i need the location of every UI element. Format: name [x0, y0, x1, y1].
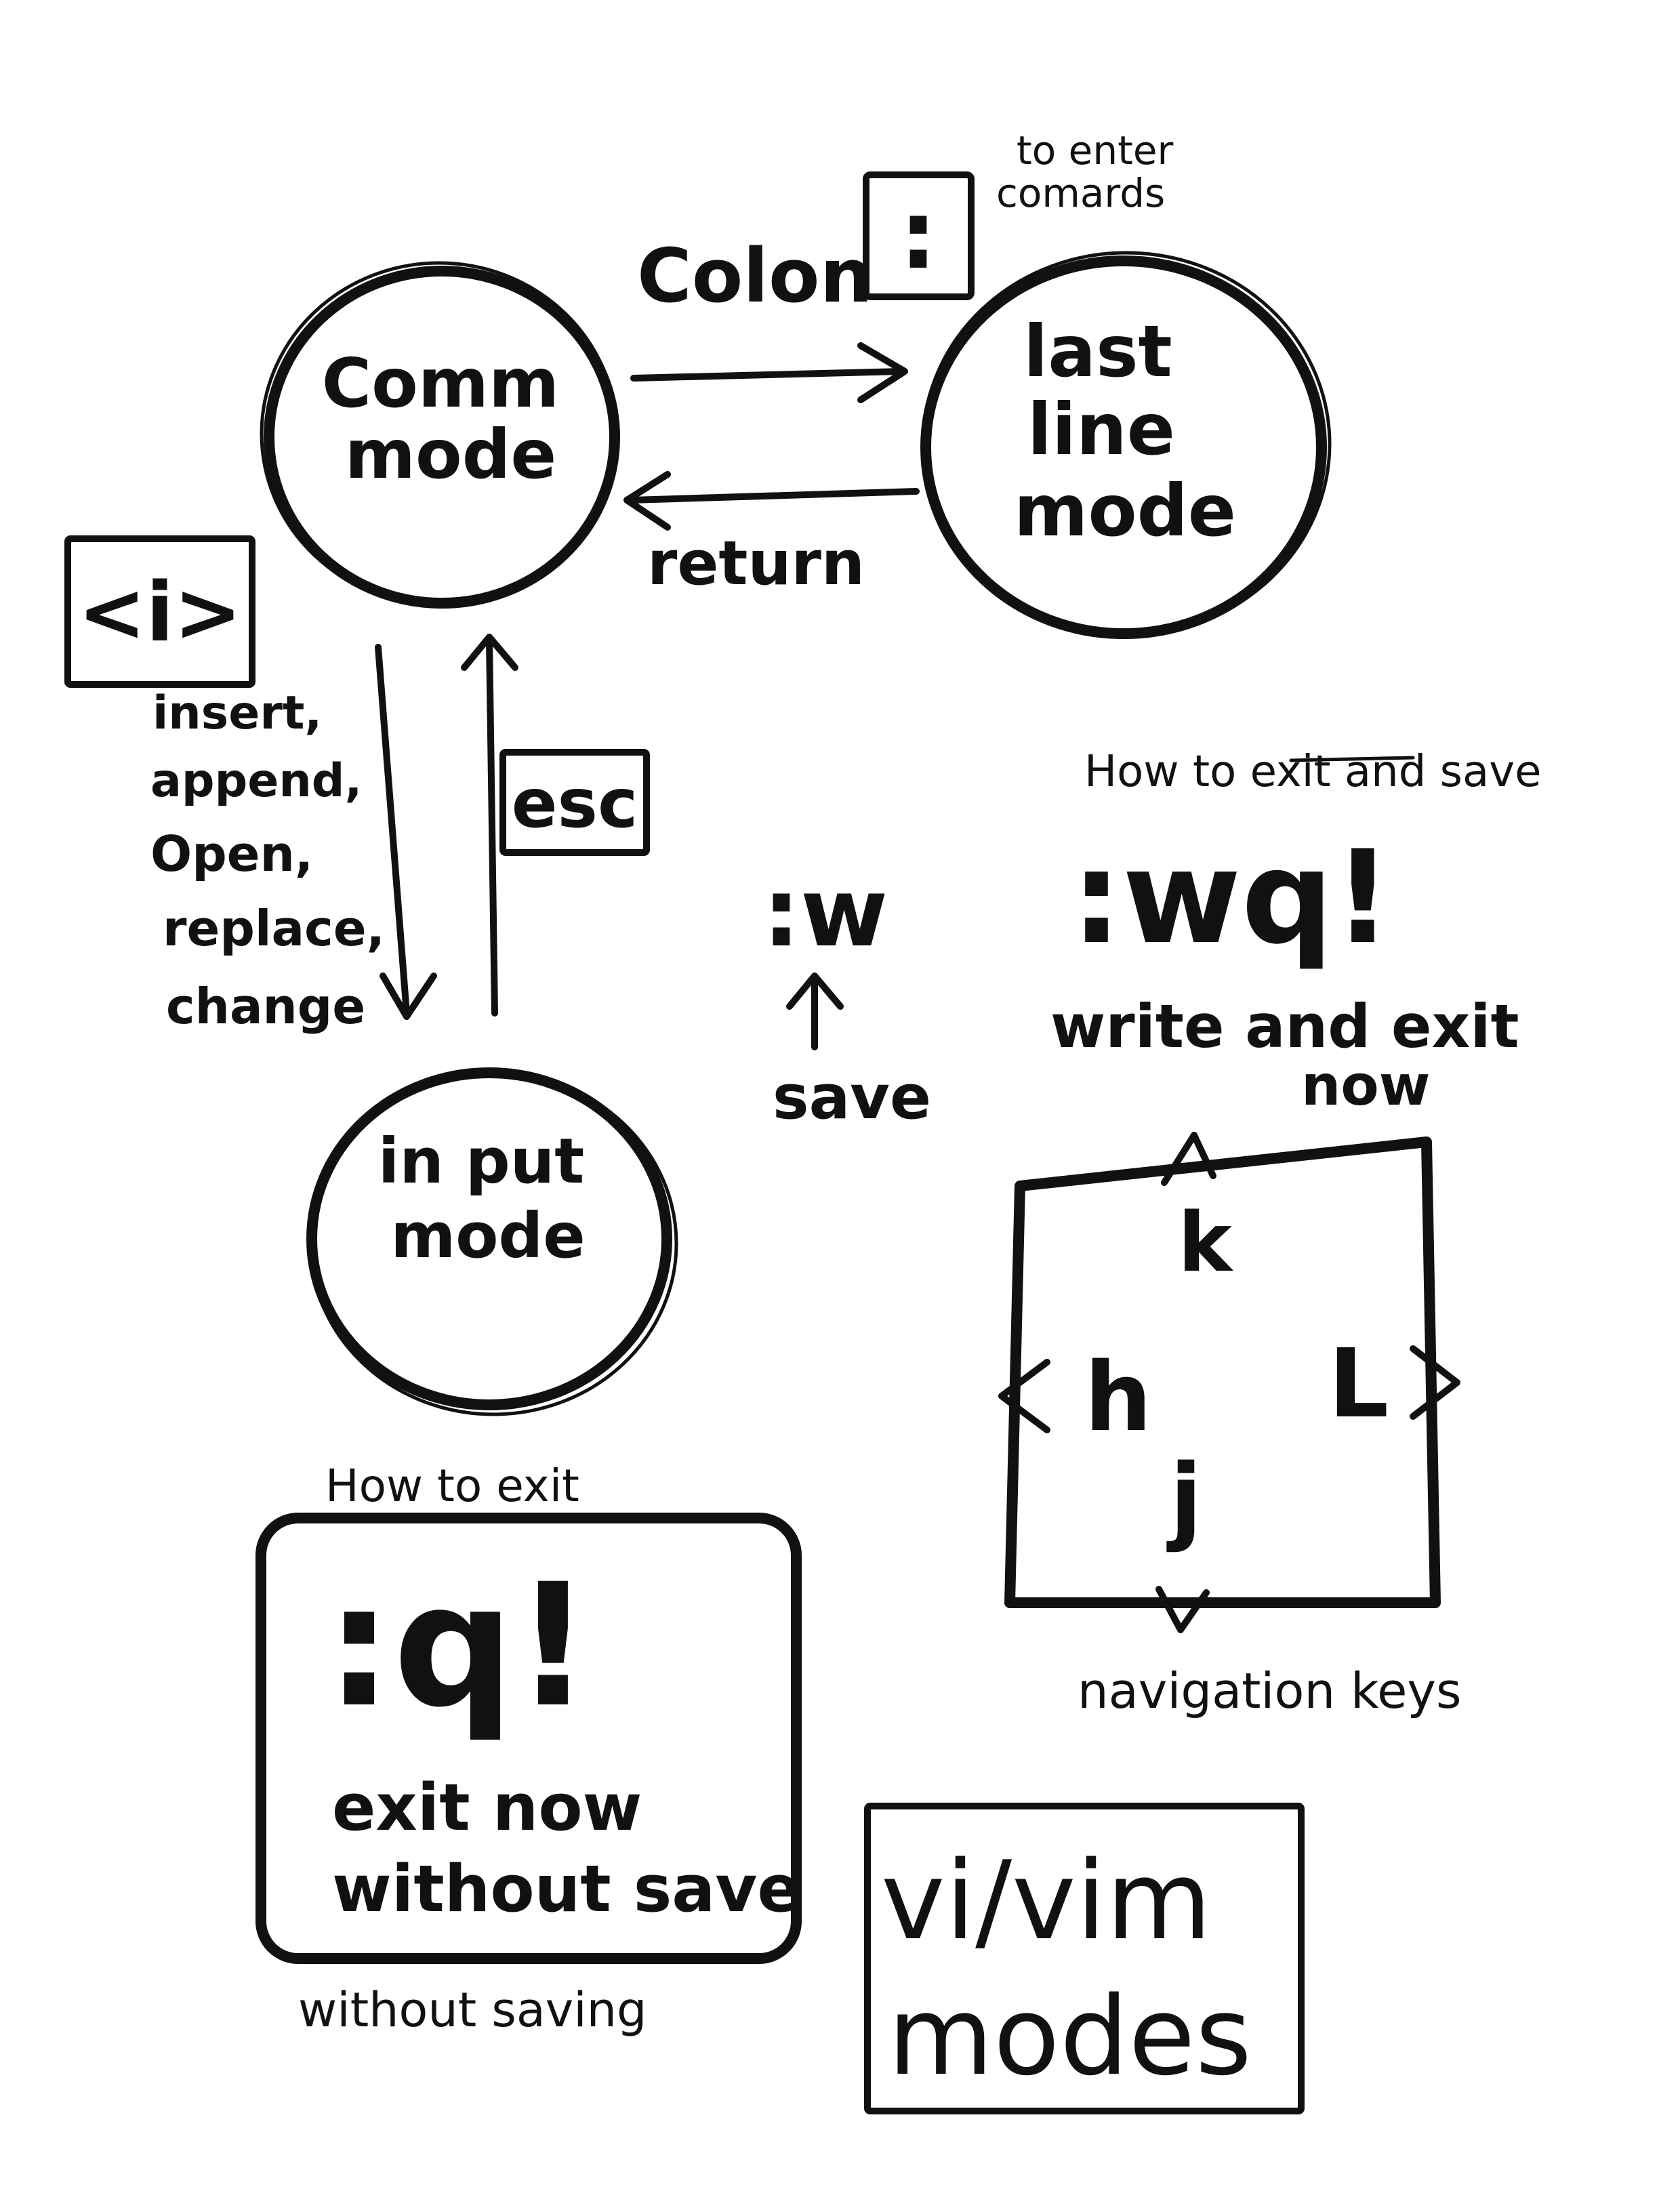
last-line-mode-label-line3: mode: [1014, 470, 1236, 552]
quit-nosave-desc-line1: exit now: [332, 1771, 642, 1845]
colon-arrow-head: [857, 342, 908, 403]
command-mode-label-line1: Comm: [322, 344, 560, 423]
title-box: [864, 1803, 1305, 2114]
esc-label: esc: [512, 764, 638, 843]
save-label: save: [773, 1062, 931, 1133]
save-command-text: :w: [762, 858, 888, 968]
nav-key-up: k: [1178, 1196, 1234, 1290]
insert-key-box: [64, 535, 255, 688]
nav-key-left: h: [1084, 1343, 1152, 1453]
last-line-mode-label-line2: line: [1027, 388, 1175, 471]
write-quit-desc-line2: now: [1301, 1054, 1430, 1118]
colon-arrow-line: [630, 368, 905, 382]
insert-action-2: append,: [150, 754, 362, 808]
title-block: vi/vim modes: [864, 1803, 1305, 2114]
insert-action-1: insert,: [152, 687, 322, 740]
nav-key-down: j: [1166, 1444, 1202, 1555]
return-arrow-head: [623, 471, 671, 531]
input-mode-node: in put mode: [306, 1067, 678, 1416]
esc-arrow-line: [486, 637, 498, 1017]
input-mode-label-line2: mode: [390, 1200, 585, 1272]
esc-edge: esc: [461, 634, 650, 1017]
insert-arrow-line: [375, 644, 410, 1017]
save-command: :w save: [762, 858, 931, 1133]
return-label: return: [647, 528, 865, 599]
colon-key: :: [899, 180, 937, 291]
last-line-mode-label-line1: last: [1023, 310, 1172, 393]
quit-nosave-box: [255, 1513, 802, 1964]
insert-action-3: Open,: [150, 825, 313, 882]
write-quit-heading: How to exit and save: [1084, 747, 1541, 797]
colon-note-line1: to enter: [1017, 127, 1174, 173]
write-quit-desc-line1: write and exit: [1050, 991, 1519, 1061]
insert-action-5: change: [166, 978, 365, 1035]
input-mode-circle-outline: [308, 1071, 678, 1416]
title-line1: vi/vim: [881, 1837, 1212, 1964]
last-line-mode-node: last line mode: [920, 251, 1332, 639]
insert-edge: <i> insert, append, Open, replace, chang…: [64, 535, 437, 1035]
write-quit-command-text: :wq!: [1071, 823, 1392, 972]
navigation-keys: k h L j navigation keys: [998, 1132, 1462, 1719]
esc-key-box: [499, 749, 650, 856]
save-pointer-head: [786, 972, 844, 1010]
colon-note-line2: comards: [996, 170, 1165, 216]
return-arrow-line: [628, 488, 920, 504]
return-edge: return: [623, 471, 920, 599]
command-mode-circle-outline: [260, 261, 619, 607]
esc-arrow-head: [461, 634, 518, 671]
navigation-box: [1004, 1136, 1441, 1608]
insert-arrow-head: [380, 972, 437, 1020]
last-line-mode-circle-outline: [921, 251, 1332, 637]
nav-key-right: L: [1328, 1329, 1389, 1439]
write-quit-command: How to exit and save :wq! write and exit…: [1050, 747, 1541, 1118]
down-arrow-icon: [1155, 1586, 1210, 1633]
command-mode-label-line2: mode: [345, 415, 556, 494]
exit-underline: [1289, 756, 1415, 762]
command-mode-node: Comm mode: [260, 261, 620, 609]
insert-key: <i>: [78, 566, 242, 660]
title-line2: modes: [888, 1973, 1252, 2100]
quit-nosave-heading: How to exit: [325, 1460, 579, 1512]
quit-nosave-desc-line2: without save: [332, 1852, 801, 1927]
input-mode-label-line1: in put: [378, 1125, 584, 1197]
right-arrow-icon: [1410, 1345, 1460, 1420]
colon-label: Colon: [637, 232, 873, 319]
left-arrow-icon: [998, 1359, 1050, 1433]
colon-key-box: [863, 171, 975, 300]
up-arrow-icon: [1161, 1132, 1216, 1186]
colon-edge: Colon : to enter comards: [630, 127, 1174, 403]
quit-nosave-footnote: without saving: [298, 1982, 647, 2038]
insert-action-4: replace,: [163, 900, 385, 957]
navigation-caption: navigation keys: [1078, 1662, 1462, 1719]
quit-nosave-command: How to exit :q! exit now without save wi…: [255, 1460, 802, 2038]
quit-nosave-command-text: :q!: [325, 1547, 592, 1744]
